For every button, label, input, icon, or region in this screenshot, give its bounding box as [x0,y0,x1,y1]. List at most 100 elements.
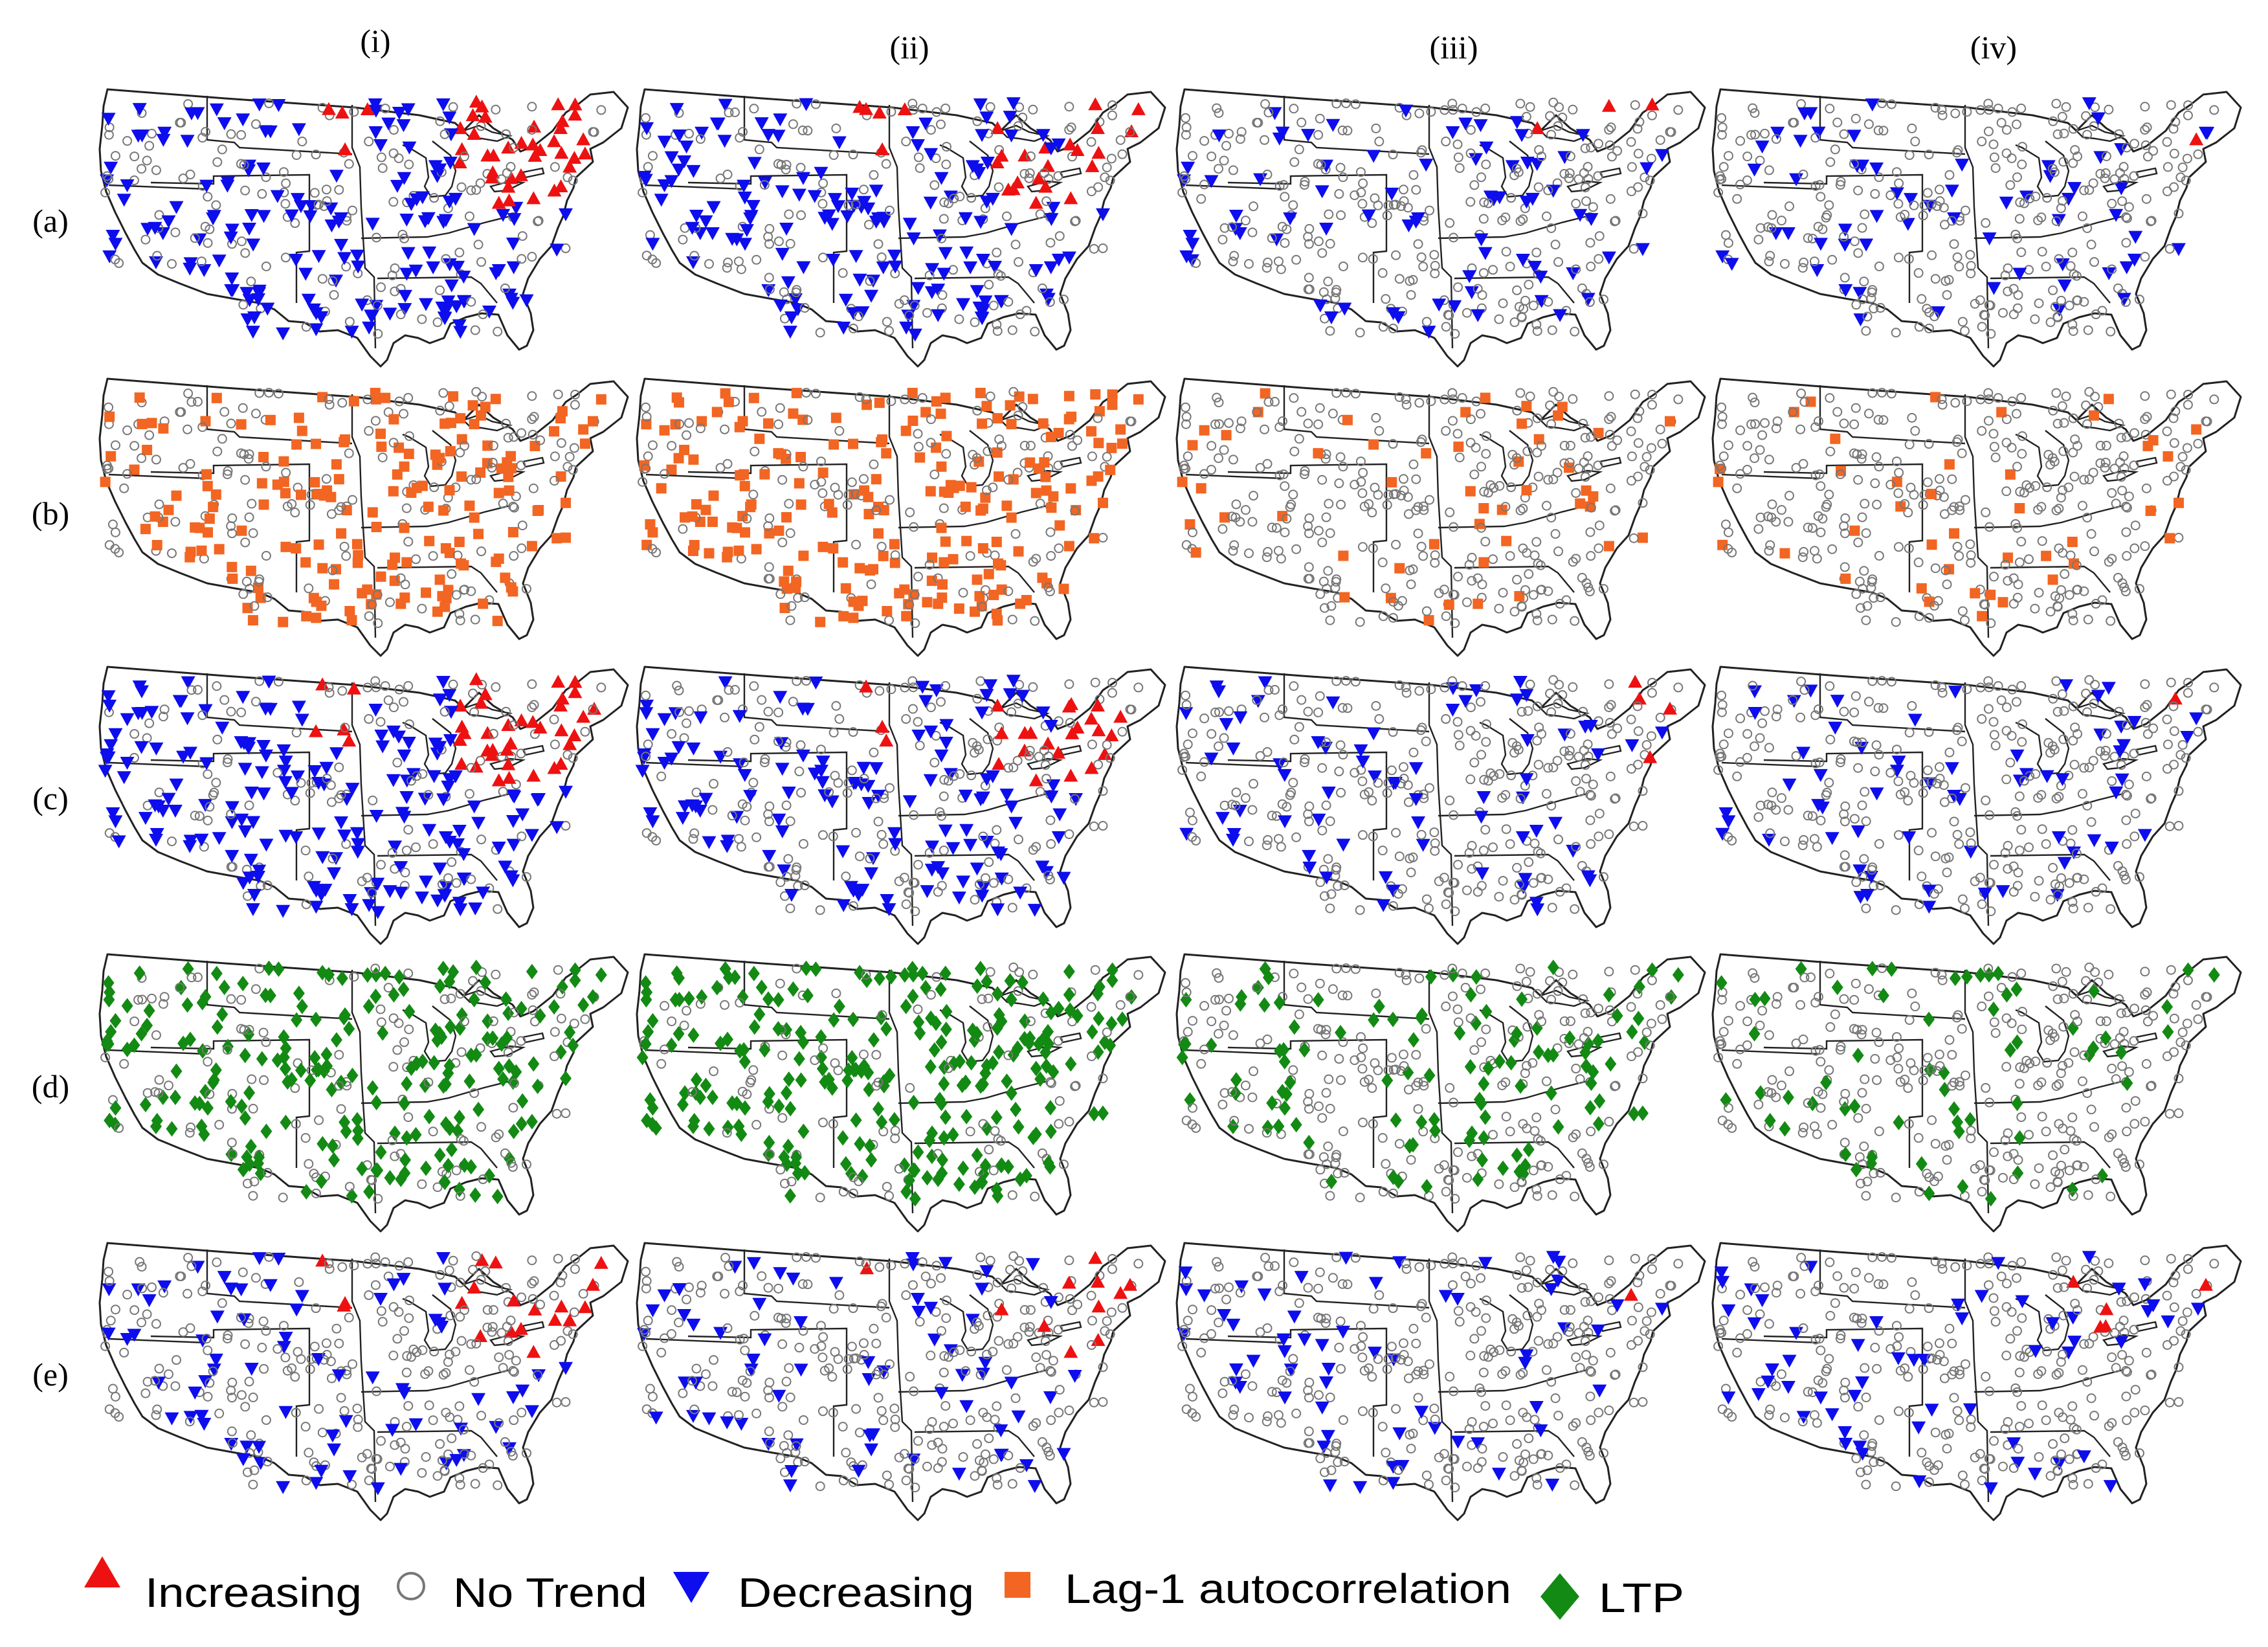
station-lag1 [734,421,745,432]
station-no-trend [1355,617,1365,627]
station-no-trend [843,200,854,210]
station-no-trend [244,512,254,522]
station-lag1 [151,540,162,551]
station-decreasing [1326,118,1340,132]
station-decreasing [796,261,811,274]
station-lag1 [336,528,347,539]
station-lag1 [2103,394,2114,405]
station-lag1 [977,418,988,429]
station-no-trend [1323,276,1333,287]
station-no-trend [924,270,935,280]
station-no-trend [2082,223,2093,233]
station-no-trend [1929,311,1939,322]
station-decreasing [314,311,329,324]
station-no-trend [344,159,354,169]
station-decreasing [309,323,324,337]
station-no-trend [1532,615,1542,625]
station-decreasing [1432,298,1447,312]
station-no-trend [1350,388,1361,399]
station-no-trend [1039,168,1049,178]
station-no-trend [1243,548,1254,559]
station-no-trend [1947,474,1957,484]
station-no-trend [1054,543,1064,554]
station-decreasing [1313,299,1328,313]
station-decreasing [397,172,412,185]
station-no-trend [1914,611,1924,622]
station-no-trend [2030,191,2041,201]
station-no-trend [850,199,861,210]
station-no-trend [1028,682,1038,692]
station-no-trend [1317,248,1328,258]
station-no-trend [764,574,775,584]
station-no-trend [1638,498,1648,508]
station-decreasing [1006,675,1021,688]
station-decreasing [1811,126,1826,140]
station-no-trend [1873,125,1884,135]
map-panel-1-2 [1175,377,1706,657]
station-decreasing [101,113,116,126]
station-no-trend [2162,186,2172,197]
station-lag1 [953,603,964,614]
station-no-trend [2042,193,2052,203]
station-decreasing [925,263,940,276]
station-no-trend [2107,264,2117,274]
station-no-trend [1326,601,1337,611]
station-no-trend [1647,389,1658,399]
station-no-trend [994,434,1005,445]
station-lag1 [859,485,870,496]
station-no-trend [1983,388,1994,398]
station-increasing [1085,159,1100,172]
station-decreasing [303,210,318,223]
station-no-trend [939,197,950,208]
station-lag1 [595,394,606,405]
station-decreasing [1469,153,1484,166]
station-decreasing [1747,163,1762,177]
station-lag1 [1849,525,1860,536]
station-no-trend [1571,488,1581,499]
station-no-trend [1506,482,1517,493]
station-no-trend [1750,108,1760,118]
station-no-trend [438,388,449,398]
station-decreasing [1944,185,1959,198]
station-no-trend [689,251,700,261]
us-outline [1711,666,2242,945]
station-decreasing [795,172,810,185]
station-no-trend [2081,688,2091,699]
station-lag1 [943,487,954,499]
station-decreasing [709,117,724,131]
station-lag1 [2164,533,2175,544]
map-panel-0-0 [98,88,629,368]
station-no-trend [858,185,869,195]
station-no-trend [2084,387,2095,397]
station-lag1 [2145,506,2156,517]
station-no-trend [491,104,501,115]
station-no-trend [907,676,918,686]
station-no-trend [1524,569,1534,579]
station-no-trend [1836,177,1846,187]
station-no-trend [1125,127,1135,137]
station-no-trend [1771,134,1781,144]
station-no-trend [842,500,852,510]
station-lag1 [1717,539,1728,550]
station-no-trend [1041,196,1052,207]
station-lag1 [1637,532,1648,543]
station-decreasing [852,273,867,287]
station-decreasing [350,249,364,263]
column-label-iii: (iii) [1430,29,1478,65]
station-no-trend [1489,483,1499,493]
station-increasing [514,135,529,149]
station-no-trend [1673,394,1684,405]
station-increasing [1038,179,1053,193]
station-no-trend [1584,297,1595,308]
station-decreasing [1853,313,1868,327]
station-no-trend [1325,615,1335,625]
station-no-trend [2012,172,2022,183]
station-no-trend [1473,573,1483,583]
station-lag1 [781,583,792,594]
station-decreasing [106,230,120,243]
station-lag1 [939,557,950,568]
station-no-trend [1065,429,1075,440]
station-decreasing [807,190,822,203]
station-no-trend [1586,262,1596,272]
station-no-trend [517,231,528,241]
